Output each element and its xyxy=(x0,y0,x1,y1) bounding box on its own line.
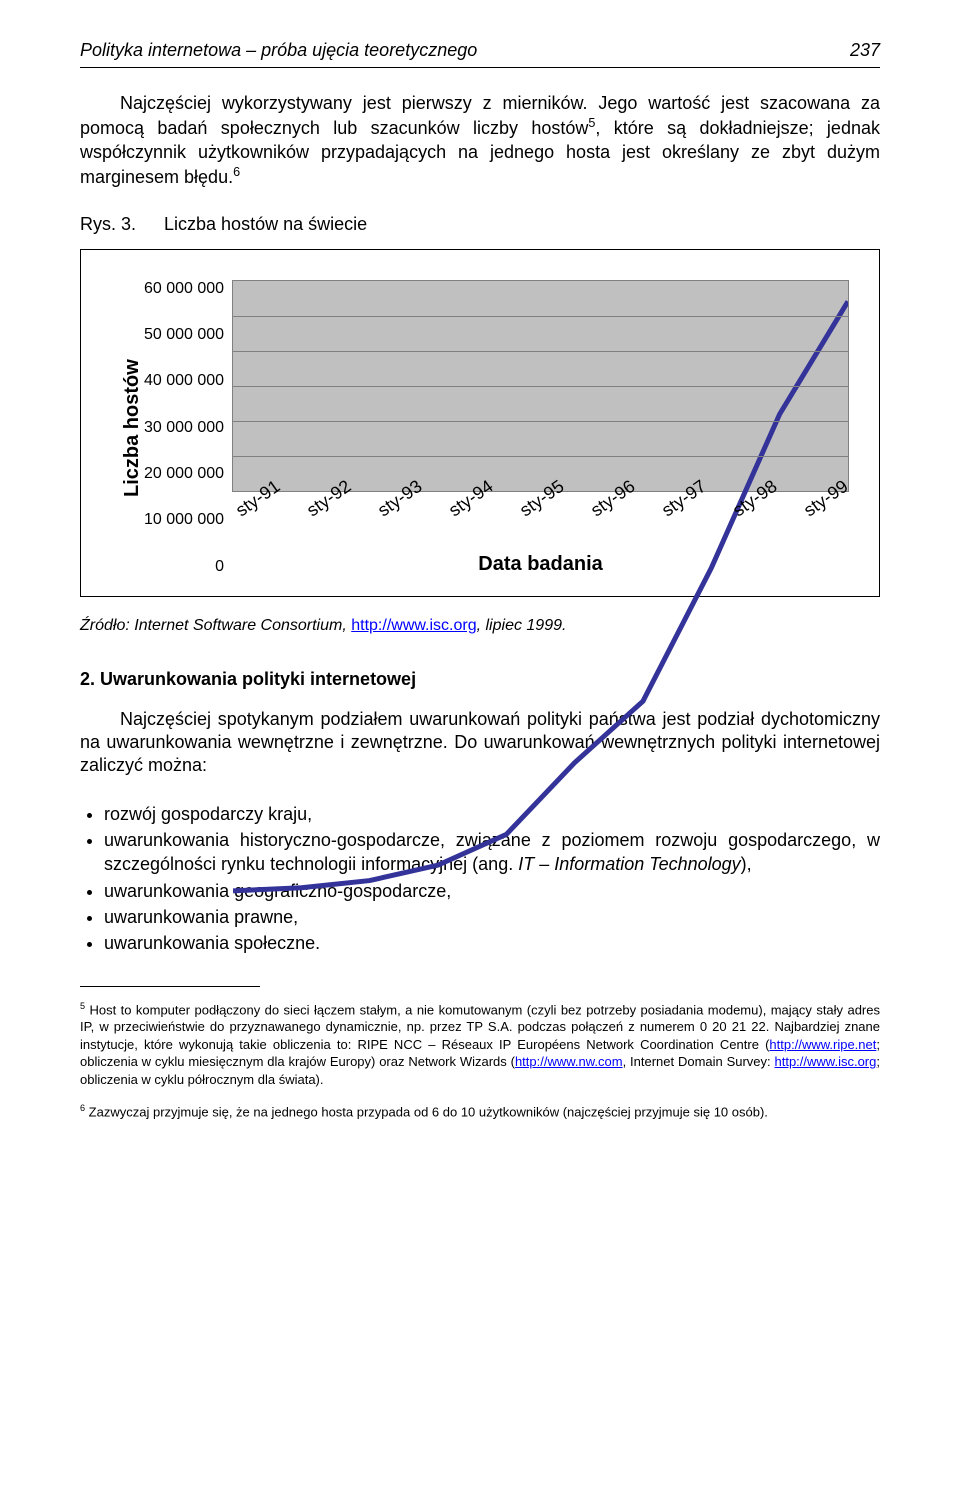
list-item: uwarunkowania prawne, xyxy=(104,905,880,929)
header-rule xyxy=(80,67,880,68)
chart-grid-line xyxy=(233,316,848,317)
chart-grid-line xyxy=(233,456,848,457)
footnote-5-text-c: , Internet Domain Survey: xyxy=(623,1054,775,1069)
footnote-6-text: Zazwyczaj przyjmuje się, że na jednego h… xyxy=(85,1104,768,1119)
figure-caption: Rys. 3. Liczba hostów na świecie xyxy=(80,214,880,235)
footnote-rule xyxy=(80,986,260,987)
figure-caption-text: Liczba hostów na świecie xyxy=(164,214,367,234)
intro-paragraph: Najczęściej wykorzystywany jest pierwszy… xyxy=(80,92,880,190)
footnote-5-link-1[interactable]: http://www.ripe.net xyxy=(769,1037,876,1052)
running-header: Polityka internetowa – próba ujęcia teor… xyxy=(80,40,880,61)
page-number: 237 xyxy=(850,40,880,61)
chart-y-tick: 0 xyxy=(215,558,224,576)
chart-grid-line xyxy=(233,386,848,387)
chart-grid-line xyxy=(233,421,848,422)
chart-grid-line xyxy=(233,351,848,352)
footnote-5: 5 Host to komputer podłączony do sieci ł… xyxy=(80,1000,880,1089)
chart-container: Liczba hostów 60 000 000 50 000 000 40 000… xyxy=(80,249,880,597)
footnote-5-link-3[interactable]: http://www.isc.org xyxy=(774,1054,876,1069)
footnote-5-link-2[interactable]: http://www.nw.com xyxy=(515,1054,623,1069)
figure-caption-prefix: Rys. 3. xyxy=(80,214,136,234)
chart-y-tick-labels: 60 000 000 50 000 000 40 000 000 30 000 000… xyxy=(144,280,232,576)
chart-y-tick: 50 000 000 xyxy=(144,326,224,344)
chart-y-axis-label: Liczba hostów xyxy=(111,280,144,576)
footnote-ref-6: 6 xyxy=(233,165,240,179)
running-title: Polityka internetowa – próba ujęcia teor… xyxy=(80,40,477,61)
chart-plot-area xyxy=(232,280,849,492)
chart-y-tick: 60 000 000 xyxy=(144,280,224,298)
list-item: uwarunkowania społeczne. xyxy=(104,931,880,955)
footnote-6: 6 Zazwyczaj przyjmuje się, że na jednego… xyxy=(80,1102,880,1121)
chart-y-tick: 10 000 000 xyxy=(144,511,224,529)
footnote-5-text-a: Host to komputer podłączony do sieci łąc… xyxy=(80,1002,880,1052)
chart-y-tick: 30 000 000 xyxy=(144,419,224,437)
chart-y-tick: 20 000 000 xyxy=(144,465,224,483)
chart-series-line xyxy=(233,301,848,890)
chart-line-series xyxy=(233,281,848,896)
chart-y-tick: 40 000 000 xyxy=(144,372,224,390)
